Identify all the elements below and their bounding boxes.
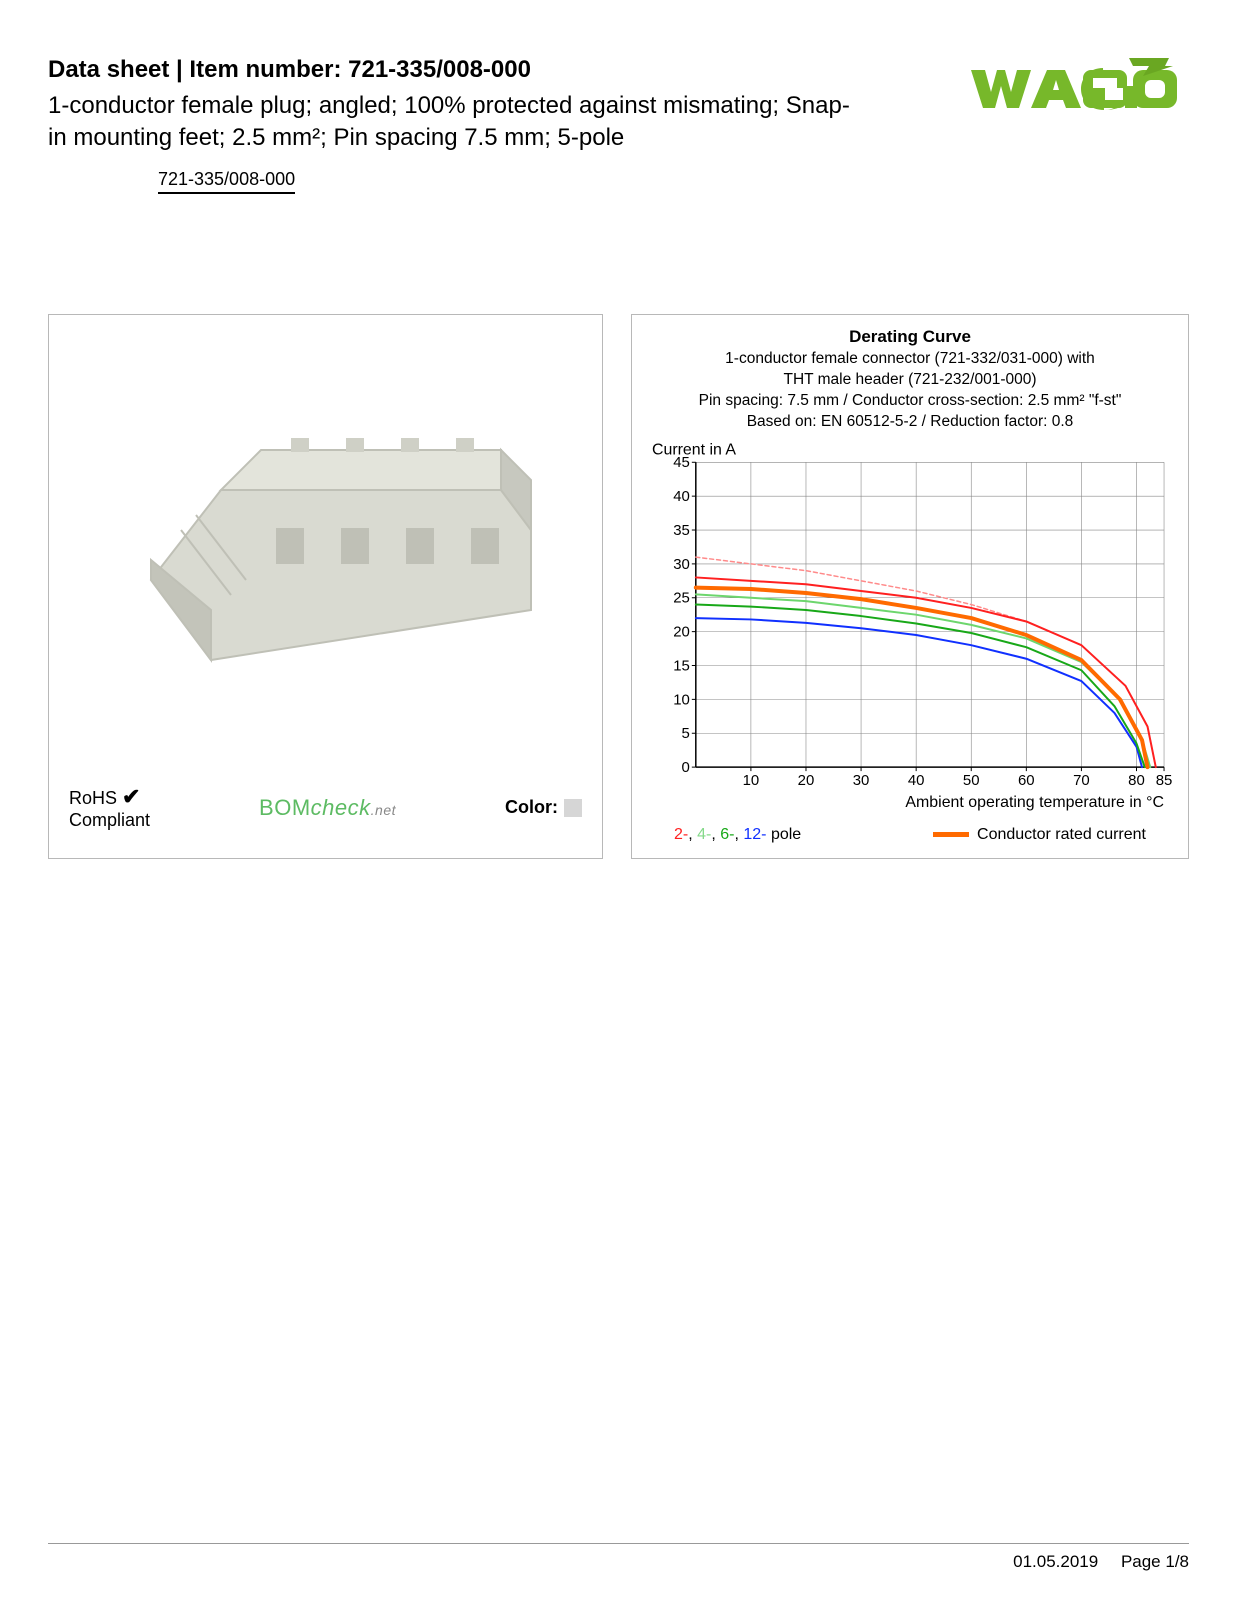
panels: RoHS ✔ Compliant BOMcheck.net Color: Der…	[48, 314, 1189, 859]
product-panel: RoHS ✔ Compliant BOMcheck.net Color:	[48, 314, 603, 859]
svg-text:10: 10	[743, 773, 760, 790]
legend-12pole: 12-	[743, 826, 766, 843]
svg-text:25: 25	[673, 590, 690, 607]
footer: 01.05.2019 Page 1/8	[1013, 1552, 1189, 1572]
svg-text:0: 0	[682, 760, 690, 777]
derating-chart: Current in A 0 5 10 15 20 25 30 35 40 45 10 20 30 40 50…	[646, 432, 1174, 819]
color-block: Color:	[505, 797, 582, 818]
chart-sub2: THT male header (721-232/001-000)	[646, 370, 1174, 391]
svg-text:60: 60	[1018, 773, 1035, 790]
svg-text:Current in A: Current in A	[652, 442, 736, 459]
legend-rated: Conductor rated current	[933, 826, 1146, 844]
header-text: Data sheet | Item number: 721-335/008-00…	[48, 56, 868, 194]
compliance-row: RoHS ✔ Compliant BOMcheck.net Color:	[49, 766, 602, 858]
chart-sub4: Based on: EN 60512-5-2 / Reduction facto…	[646, 412, 1174, 433]
item-tag: 721-335/008-000	[158, 169, 295, 194]
svg-text:5: 5	[682, 726, 690, 743]
color-label: Color:	[505, 797, 558, 818]
svg-text:40: 40	[908, 773, 925, 790]
rohs-label: RoHS	[69, 788, 117, 808]
svg-text:10: 10	[673, 692, 690, 709]
svg-text:80: 80	[1128, 773, 1145, 790]
bomcheck-suffix: .net	[371, 802, 396, 818]
svg-text:20: 20	[798, 773, 815, 790]
connector-illustration	[91, 360, 561, 720]
legend-pole-word: pole	[771, 826, 801, 843]
rated-line-icon	[933, 832, 969, 837]
svg-text:30: 30	[673, 556, 690, 573]
title-item: 721-335/008-000	[348, 56, 531, 83]
chart-sub1: 1-conductor female connector (721-332/03…	[646, 349, 1174, 370]
svg-text:15: 15	[673, 658, 690, 675]
product-image	[49, 315, 602, 766]
svg-text:50: 50	[963, 773, 980, 790]
chart-panel: Derating Curve 1-conductor female connec…	[631, 314, 1189, 859]
rohs-block: RoHS ✔ Compliant	[69, 784, 150, 832]
svg-text:40: 40	[673, 489, 690, 506]
chart-sub3: Pin spacing: 7.5 mm / Conductor cross-se…	[646, 391, 1174, 412]
bomcheck-mid: check	[311, 795, 371, 820]
chart-title: Derating Curve	[646, 327, 1174, 347]
bomcheck-logo: BOMcheck.net	[259, 795, 396, 821]
footer-rule	[48, 1543, 1189, 1544]
svg-text:70: 70	[1073, 773, 1090, 790]
footer-page: Page 1/8	[1121, 1552, 1189, 1571]
subtitle: 1-conductor female plug; angled; 100% pr…	[48, 90, 868, 155]
svg-text:Ambient operating temperature: Ambient operating temperature in °C	[905, 794, 1164, 811]
title-prefix: Data sheet | Item number:	[48, 56, 348, 83]
header: Data sheet | Item number: 721-335/008-00…	[48, 56, 1189, 194]
color-swatch	[564, 799, 582, 817]
legend-rated-label: Conductor rated current	[977, 826, 1146, 844]
svg-text:30: 30	[853, 773, 870, 790]
page-title: Data sheet | Item number: 721-335/008-00…	[48, 56, 868, 84]
legend: 2-, 4-, 6-, 12- pole Conductor rated cur…	[646, 820, 1174, 844]
svg-text:20: 20	[673, 624, 690, 641]
footer-date: 01.05.2019	[1013, 1552, 1098, 1571]
legend-poles: 2-, 4-, 6-, 12- pole	[674, 826, 801, 844]
compliant-label: Compliant	[69, 810, 150, 830]
svg-text:45: 45	[673, 455, 690, 472]
svg-text:85: 85	[1156, 773, 1173, 790]
legend-6pole: 6-	[720, 826, 734, 843]
wago-logo	[969, 56, 1189, 116]
check-icon: ✔	[122, 784, 140, 809]
legend-4pole: 4-	[697, 826, 711, 843]
svg-text:35: 35	[673, 522, 690, 539]
rohs-text: RoHS ✔ Compliant	[69, 784, 150, 832]
bomcheck-prefix: BOM	[259, 795, 311, 820]
legend-2pole: 2-	[674, 826, 688, 843]
